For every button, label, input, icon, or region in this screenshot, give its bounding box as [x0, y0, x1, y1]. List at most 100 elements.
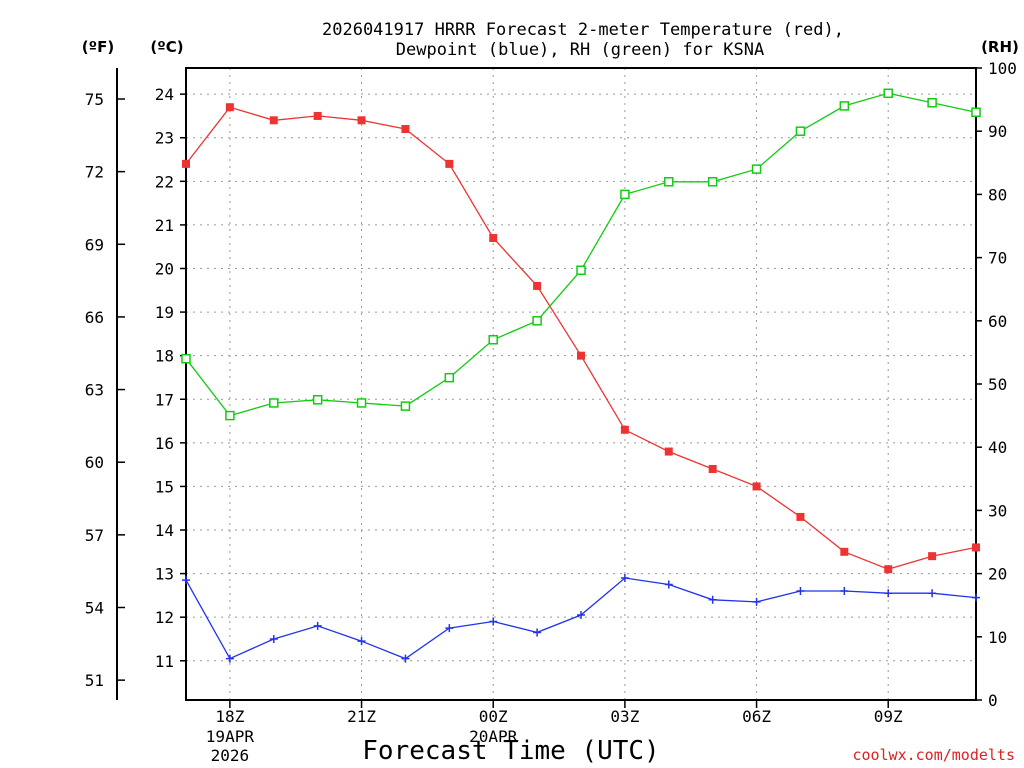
rh-point-8: [532, 316, 542, 326]
dewpoint-point-13: [752, 597, 761, 606]
celsius-tick-label-24: 24: [155, 85, 174, 104]
temperature-point-0: [182, 159, 190, 168]
dewpoint-point-15: [840, 587, 849, 596]
dewpoint-point-10: [620, 573, 629, 582]
rh-tick-label-50: 50: [988, 375, 1007, 394]
axis-ticks: 11 12 13 14 15 16 17 18 19 20 21 22 23 24 51 54 57 60 63 66…: [85, 59, 1017, 765]
celsius-tick-label-14: 14: [155, 521, 174, 540]
dewpoint-point-5: [401, 654, 410, 663]
dewpoint-point-17: [928, 589, 937, 598]
temperature-point-10: [620, 425, 629, 434]
rh-point-17: [927, 98, 937, 108]
temperature-point-13: [752, 482, 761, 491]
dewpoint-point-3: [313, 621, 322, 630]
rh-point-5: [400, 401, 411, 411]
temperature-point-18: [972, 543, 980, 552]
credit-text: coolwx.com/modelts: [852, 746, 1015, 764]
rh-point-13: [751, 164, 762, 174]
dewpoint-point-9: [577, 611, 585, 620]
rh-point-4: [356, 398, 367, 408]
x-tick-label-33: 09Z: [874, 707, 903, 726]
temperature-point-11: [664, 447, 673, 456]
rh-point-3: [312, 395, 323, 405]
rh-line: [185, 92, 977, 417]
rh-tick-label-80: 80: [988, 185, 1007, 204]
temperature-point-14: [796, 512, 805, 521]
fahrenheit-tick-label-72: 72: [85, 163, 104, 182]
grid-lines: [186, 68, 976, 700]
fahrenheit-tick-label-51: 51: [85, 671, 104, 690]
celsius-tick-label-13: 13: [155, 565, 174, 584]
celsius-tick-label-23: 23: [155, 129, 174, 148]
rh-tick-label-100: 100: [988, 59, 1017, 78]
rh-point-6: [444, 372, 455, 383]
rh-point-7: [488, 335, 498, 345]
rh-unit-label: (RH): [981, 38, 1019, 56]
temperature-point-4: [357, 116, 366, 125]
dewpoint-point-6: [445, 624, 454, 633]
temperature-point-2: [269, 116, 278, 125]
chart-title-line-2: Dewpoint (blue), RH (green) for KSNA: [396, 40, 764, 60]
temperature-point-1: [225, 103, 234, 112]
rh-point-18: [971, 107, 981, 117]
dewpoint-point-14: [796, 587, 805, 596]
temperature-point-5: [401, 125, 410, 134]
fahrenheit-tick-label-57: 57: [85, 526, 104, 545]
rh-tick-label-70: 70: [988, 249, 1007, 268]
dewpoint-point-8: [533, 628, 542, 637]
rh-tick-label-10: 10: [988, 628, 1007, 647]
dewpoint-point-12: [708, 595, 717, 604]
rh-point-15: [839, 101, 850, 111]
temperature-point-15: [840, 547, 849, 556]
dewpoint-point-11: [664, 580, 673, 589]
x-tick-label-27: 03Z: [610, 707, 639, 726]
rh-point-14: [795, 126, 806, 136]
temperature-point-6: [445, 159, 454, 168]
rh-point-10: [620, 189, 630, 200]
temperature-point-9: [577, 351, 585, 360]
fahrenheit-tick-label-66: 66: [85, 308, 104, 327]
fahrenheit-tick-label-75: 75: [85, 90, 104, 109]
rh-tick-label-90: 90: [988, 122, 1007, 141]
celsius-tick-label-20: 20: [155, 259, 174, 278]
rh-tick-label-30: 30: [988, 501, 1007, 520]
rh-point-12: [707, 177, 718, 187]
celsius-tick-label-15: 15: [155, 477, 174, 496]
x-tick-date-18: 19APR: [206, 727, 255, 746]
celsius-tick-label-12: 12: [155, 608, 174, 627]
axes: [116, 67, 977, 701]
temperature-point-17: [928, 552, 937, 561]
fahrenheit-tick-label-60: 60: [85, 453, 104, 472]
celsius-tick-label-18: 18: [155, 347, 174, 366]
rh-point-16: [883, 88, 893, 99]
celsius-tick-label-16: 16: [155, 434, 174, 453]
chart-title-line-1: 2026041917 HRRR Forecast 2-meter Tempera…: [322, 20, 844, 40]
rh-point-1: [225, 410, 235, 421]
x-tick-date-24: 20APR: [469, 727, 518, 746]
fahrenheit-unit-label: (ºF): [82, 38, 114, 56]
temperature-point-16: [884, 565, 893, 574]
temperature-point-7: [489, 233, 498, 242]
rh-tick-label-20: 20: [988, 565, 1007, 584]
dewpoint-point-2: [269, 634, 278, 643]
x-tick-label-18: 18Z: [215, 707, 244, 726]
celsius-tick-label-11: 11: [155, 652, 174, 671]
x-axis-title: Forecast Time (UTC): [362, 736, 659, 766]
series-lines: [185, 92, 977, 660]
celsius-tick-label-19: 19: [155, 303, 174, 322]
fahrenheit-tick-label-63: 63: [85, 381, 104, 400]
dewpoint-point-0: [182, 576, 190, 585]
dewpoint-point-4: [357, 637, 366, 646]
x-tick-label-30: 06Z: [742, 707, 771, 726]
rh-point-0: [181, 353, 191, 364]
temperature-point-8: [533, 281, 542, 290]
x-tick-label-21: 21Z: [347, 707, 376, 726]
series-markers: [181, 88, 981, 663]
rh-point-11: [664, 177, 674, 187]
celsius-tick-label-17: 17: [155, 390, 174, 409]
fahrenheit-tick-label-69: 69: [85, 235, 104, 254]
temperature-point-3: [313, 111, 322, 120]
dewpoint-point-18: [972, 593, 980, 602]
temperature-line: [185, 106, 977, 570]
